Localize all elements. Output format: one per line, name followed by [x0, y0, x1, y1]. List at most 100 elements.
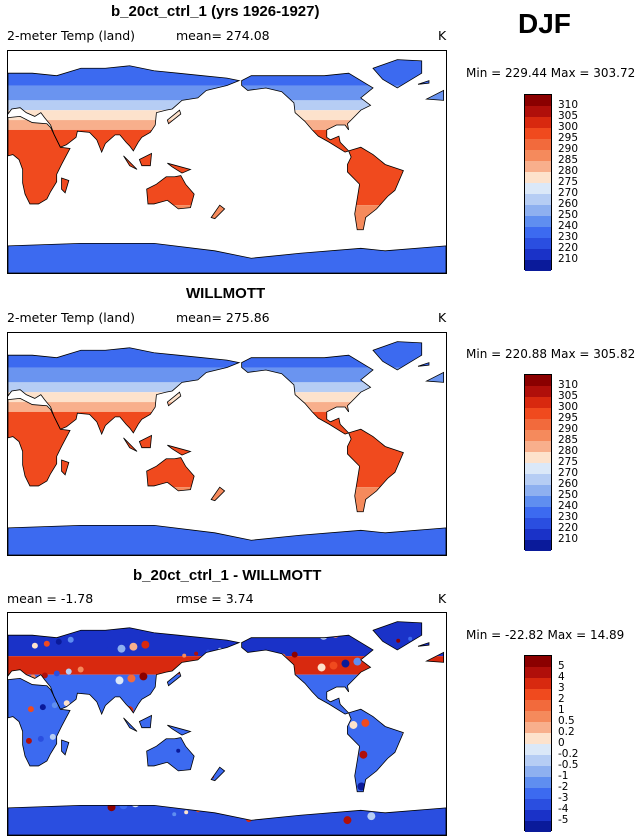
diff-speckle	[69, 793, 76, 800]
colorbar-tick-label: 305	[558, 390, 579, 402]
diff-speckle	[202, 713, 207, 718]
colorbar-swatch	[525, 667, 551, 678]
diff-speckle	[63, 700, 70, 707]
diff-speckle	[39, 704, 46, 711]
diff-speckle	[430, 664, 435, 669]
colorbar-tick-label: 310	[558, 99, 579, 111]
diff-speckle	[255, 657, 262, 664]
panel-1-units: K	[438, 28, 447, 43]
colorbar-swatch	[525, 507, 551, 518]
panel-2-colorbar	[524, 374, 552, 551]
diff-speckle	[113, 708, 122, 717]
colorbar-tick-label: 230	[558, 231, 579, 243]
panel-1-title: b_20ct_ctrl_1 (yrs 1926-1927)	[111, 3, 320, 20]
coastline-namerica	[241, 72, 374, 153]
diff-speckle	[416, 698, 421, 703]
diff-speckle	[147, 733, 156, 742]
diff-speckle	[184, 810, 189, 815]
diff-speckle	[438, 725, 443, 730]
diff-speckle	[59, 763, 66, 770]
diff-speckle	[295, 776, 302, 783]
coastline-island	[166, 391, 182, 407]
panel-3-rmse: rmse = 3.74	[176, 591, 254, 606]
diff-speckle	[426, 727, 431, 732]
colorbar-tick-label: 240	[558, 500, 579, 512]
diff-speckle	[317, 663, 326, 672]
colorbar-swatch	[525, 106, 551, 117]
diff-north-band	[8, 621, 446, 657]
diff-speckle	[53, 670, 60, 677]
coastline-africa	[8, 398, 71, 487]
coastline-island	[61, 459, 70, 476]
colorbar-swatch	[525, 788, 551, 799]
diff-speckle	[25, 737, 32, 744]
diff-speckle	[333, 786, 342, 795]
diff-speckle	[35, 767, 42, 774]
coastline-island	[417, 362, 430, 367]
colorbar-swatch	[525, 408, 551, 419]
diff-speckle	[224, 740, 228, 745]
colorbar-tick-label: -1	[558, 770, 569, 782]
coastline-island	[167, 444, 192, 456]
diff-speckle	[406, 668, 411, 673]
diff-speckle	[75, 698, 82, 705]
diff-speckle	[400, 763, 405, 768]
diff-speckle	[109, 771, 118, 780]
diff-speckle	[341, 659, 350, 668]
diff-speckle	[111, 739, 120, 748]
colorbar-swatch	[525, 375, 551, 386]
cold-band	[8, 341, 446, 368]
panel-3-colorbar	[524, 655, 552, 832]
coastline-island	[138, 434, 153, 449]
diff-speckle	[117, 644, 126, 653]
panel-1-minmax: Min = 229.44 Max = 303.72	[466, 66, 636, 80]
panel-1-map	[7, 50, 447, 274]
diff-speckle	[182, 653, 187, 658]
colorbar-tick-label: 310	[558, 379, 579, 391]
colorbar-swatch	[525, 260, 551, 271]
diff-speckle	[289, 683, 296, 690]
diff-speckle	[325, 724, 334, 733]
colorbar-tick-label: 250	[558, 489, 579, 501]
land-field	[8, 621, 446, 835]
coastline-australia	[146, 457, 195, 492]
diff-speckle	[194, 651, 199, 656]
diff-speckle	[149, 702, 158, 711]
colorbar-tick-label: 290	[558, 143, 579, 155]
coastline-island	[167, 162, 192, 174]
diff-speckle	[408, 636, 413, 641]
diff-speckle	[186, 778, 191, 783]
colorbar-swatch	[525, 755, 551, 766]
colorbar-tick-label: 210	[558, 253, 579, 265]
colorbar-tick-label: -5	[558, 814, 569, 826]
diff-speckle	[281, 810, 288, 817]
colorbar-swatch	[525, 172, 551, 183]
colorbar-swatch	[525, 397, 551, 408]
diff-speckle	[131, 799, 140, 808]
diff-speckle	[55, 638, 62, 645]
diff-speckle	[65, 668, 72, 675]
colorbar-swatch	[525, 529, 551, 540]
diff-speckle	[291, 651, 298, 658]
south-cool-band	[8, 229, 446, 239]
diff-speckle	[45, 797, 52, 804]
mild-band	[8, 382, 446, 393]
diff-speckle	[355, 814, 364, 823]
coastline-island	[123, 717, 138, 732]
diff-speckle	[137, 704, 146, 713]
diff-speckle	[141, 640, 150, 649]
cold-band	[8, 59, 446, 86]
coastline-namerica	[241, 354, 374, 435]
panel-1-mean: mean= 274.08	[176, 28, 270, 43]
colorbar-swatch	[525, 386, 551, 397]
coastline-antarctica	[8, 242, 446, 273]
colorbar-tick-label: 210	[558, 533, 579, 545]
colorbar-tick-label: 260	[558, 478, 579, 490]
diff-speckle	[172, 812, 177, 817]
coastline-antarctica	[8, 524, 446, 555]
colorbar-tick-label: 260	[558, 198, 579, 210]
colorbar-tick-label: 270	[558, 467, 579, 479]
diff-speckle	[269, 812, 276, 819]
diff-speckle	[321, 788, 330, 797]
coastline-island	[138, 714, 153, 729]
